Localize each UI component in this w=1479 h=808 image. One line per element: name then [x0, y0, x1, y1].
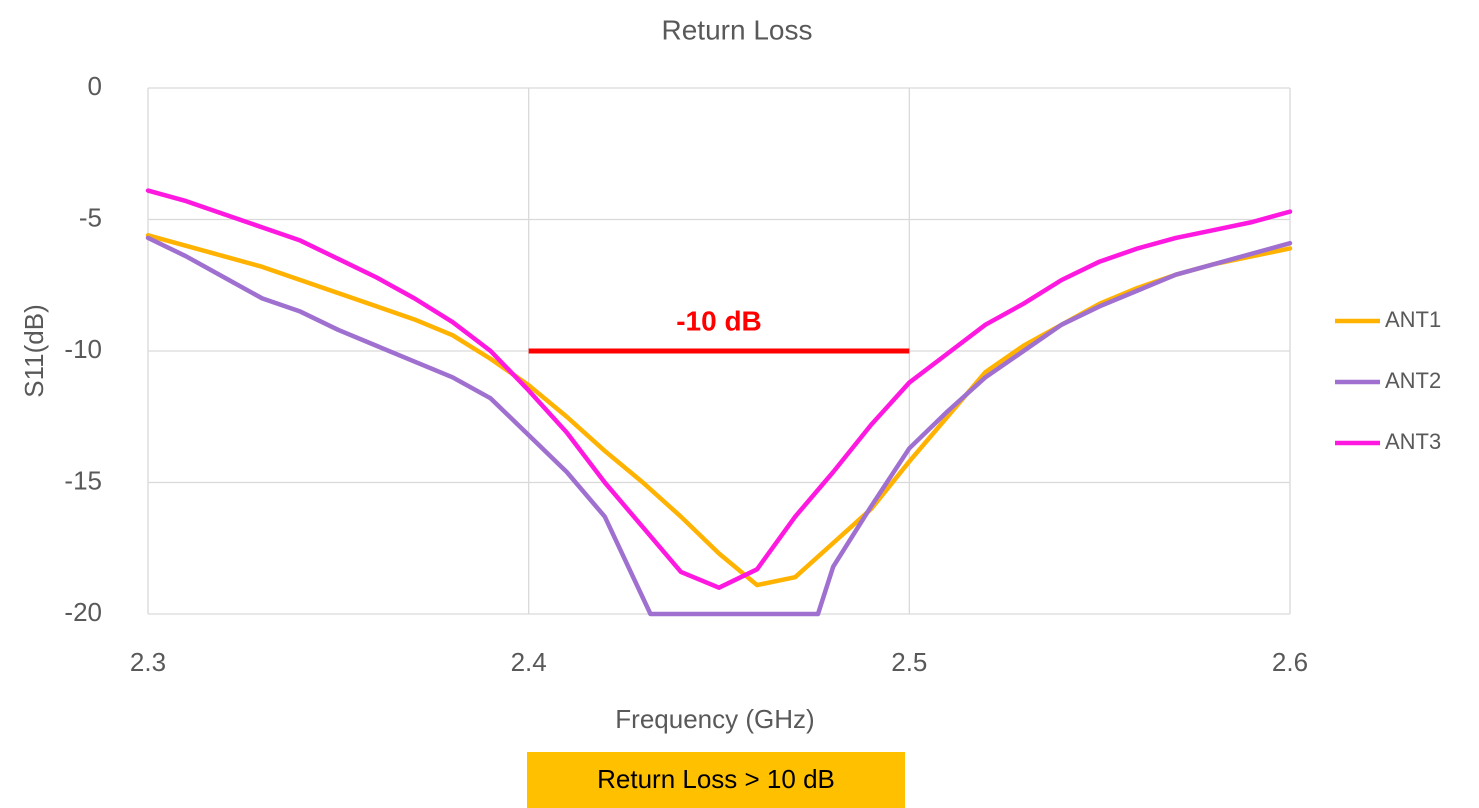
x-tick-label: 2.5 [891, 647, 927, 677]
legend-label: ANT1 [1385, 307, 1441, 332]
x-tick-label: 2.6 [1272, 647, 1308, 677]
note-text: Return Loss > 10 dB [597, 764, 835, 794]
x-tick-label: 2.4 [511, 647, 547, 677]
y-axis-title: S11(dB) [19, 304, 49, 397]
y-tick-label: -20 [64, 597, 102, 627]
series-line [145, 233, 1293, 588]
x-axis-title: Frequency (GHz) [615, 704, 814, 734]
legend-label: ANT3 [1385, 429, 1441, 454]
note-box [527, 752, 905, 808]
y-tick-label: -10 [64, 334, 102, 364]
threshold-label: -10 dB [676, 305, 762, 336]
chart-title: Return Loss [662, 14, 813, 45]
series-line [145, 235, 1293, 617]
series-line [145, 188, 1293, 590]
legend-label: ANT2 [1385, 368, 1441, 393]
y-tick-label: -15 [64, 465, 102, 495]
y-tick-label: 0 [88, 71, 102, 101]
x-tick-label: 2.3 [130, 647, 166, 677]
y-tick-label: -5 [79, 202, 102, 232]
